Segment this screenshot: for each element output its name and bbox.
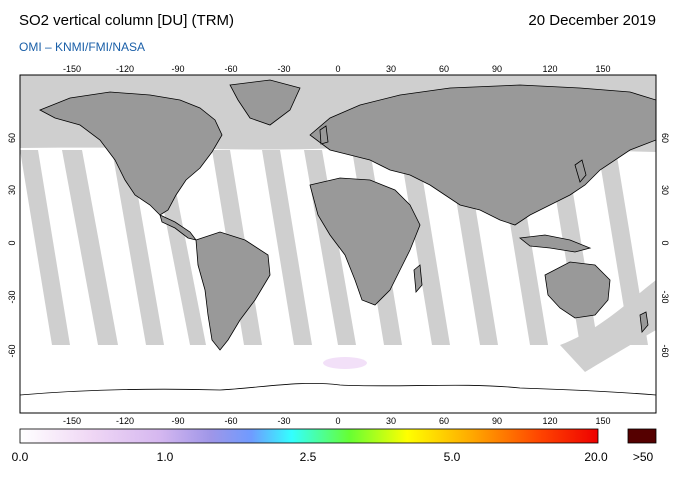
map-title: SO2 vertical column [DU] (TRM) <box>19 12 235 29</box>
lat-tick-label: -30 <box>7 290 17 303</box>
lon-tick-label: 0 <box>335 64 340 74</box>
central-america <box>159 214 197 241</box>
lon-tick-label: -60 <box>224 64 237 74</box>
map-frame <box>19 74 657 414</box>
new-zealand <box>639 311 649 333</box>
orbit-gap-stripe <box>400 150 450 345</box>
japan <box>574 159 587 183</box>
lon-ticks-bottom: -150 -120 -90 -60 -30 0 30 60 90 120 150 <box>63 416 611 426</box>
orbit-gap-arc <box>560 280 656 372</box>
lat-tick-label: -60 <box>660 344 670 357</box>
lon-tick-label: -120 <box>116 416 134 426</box>
lat-tick-label: 0 <box>7 240 17 245</box>
north-america <box>39 91 223 216</box>
colorbar-label: 20.0 <box>584 450 608 464</box>
lon-tick-label: -30 <box>277 64 290 74</box>
orbit-gap-stripe <box>20 150 70 345</box>
orbit-gap-stripe <box>62 150 118 345</box>
colorbar-label: 0.0 <box>11 450 29 464</box>
lon-tick-label: -120 <box>116 64 134 74</box>
colorbar-gradient <box>19 428 599 444</box>
madagascar <box>413 264 423 293</box>
lon-tick-label: -150 <box>63 64 81 74</box>
africa <box>309 177 421 306</box>
map-date: 20 December 2019 <box>528 12 656 29</box>
lon-tick-label: 120 <box>542 64 557 74</box>
lon-tick-label: 90 <box>492 64 502 74</box>
lat-tick-label: -30 <box>660 290 670 303</box>
orbit-gap-stripe <box>598 150 648 345</box>
colorbar-label: 1.0 <box>156 450 174 464</box>
lon-tick-label: -150 <box>63 416 81 426</box>
data-credit: OMI – KNMI/FMI/NASA <box>19 40 146 54</box>
colorbar-label: 2.5 <box>299 450 317 464</box>
orbit-gap-stripe <box>262 150 312 345</box>
lon-tick-label: 150 <box>595 64 610 74</box>
lon-tick-label: 90 <box>492 416 502 426</box>
lon-tick-label: 0 <box>335 416 340 426</box>
orbit-gap-stripe <box>112 150 164 345</box>
lat-ticks-right: 60 30 0 -30 -60 <box>660 133 670 358</box>
lon-tick-label: -30 <box>277 416 290 426</box>
lat-tick-label: 30 <box>7 185 17 195</box>
south-america <box>195 231 271 351</box>
antarctica-coastline <box>20 382 656 396</box>
lon-tick-label: 150 <box>595 416 610 426</box>
eurasia <box>309 84 656 226</box>
colorbar-overflow-label: >50 <box>632 450 654 464</box>
lon-tick-label: 60 <box>439 416 449 426</box>
lon-tick-label: 60 <box>439 64 449 74</box>
lat-tick-label: 60 <box>660 133 670 143</box>
australia <box>544 261 611 319</box>
lon-tick-label: 120 <box>542 416 557 426</box>
lon-tick-label: 30 <box>386 64 396 74</box>
lat-tick-label: 30 <box>660 185 670 195</box>
colorbar-overflow-swatch <box>627 428 657 444</box>
colorbar-label: 5.0 <box>443 450 461 464</box>
lon-tick-label: -90 <box>171 64 184 74</box>
land-masses <box>39 79 656 351</box>
lat-ticks-left: 60 30 0 -30 -60 <box>7 133 17 358</box>
great-britain <box>319 125 329 145</box>
lon-tick-label: -60 <box>224 416 237 426</box>
lon-tick-label: -90 <box>171 416 184 426</box>
lon-tick-label: 30 <box>386 416 396 426</box>
lon-ticks-top: -150 -120 -90 -60 -30 0 30 60 90 120 150 <box>63 64 611 74</box>
lat-tick-label: -60 <box>7 344 17 357</box>
lat-tick-label: 0 <box>660 240 670 245</box>
greenland <box>229 79 301 126</box>
so2-faint-patch <box>323 357 367 369</box>
lat-tick-label: 60 <box>7 133 17 143</box>
indonesia <box>519 234 592 253</box>
